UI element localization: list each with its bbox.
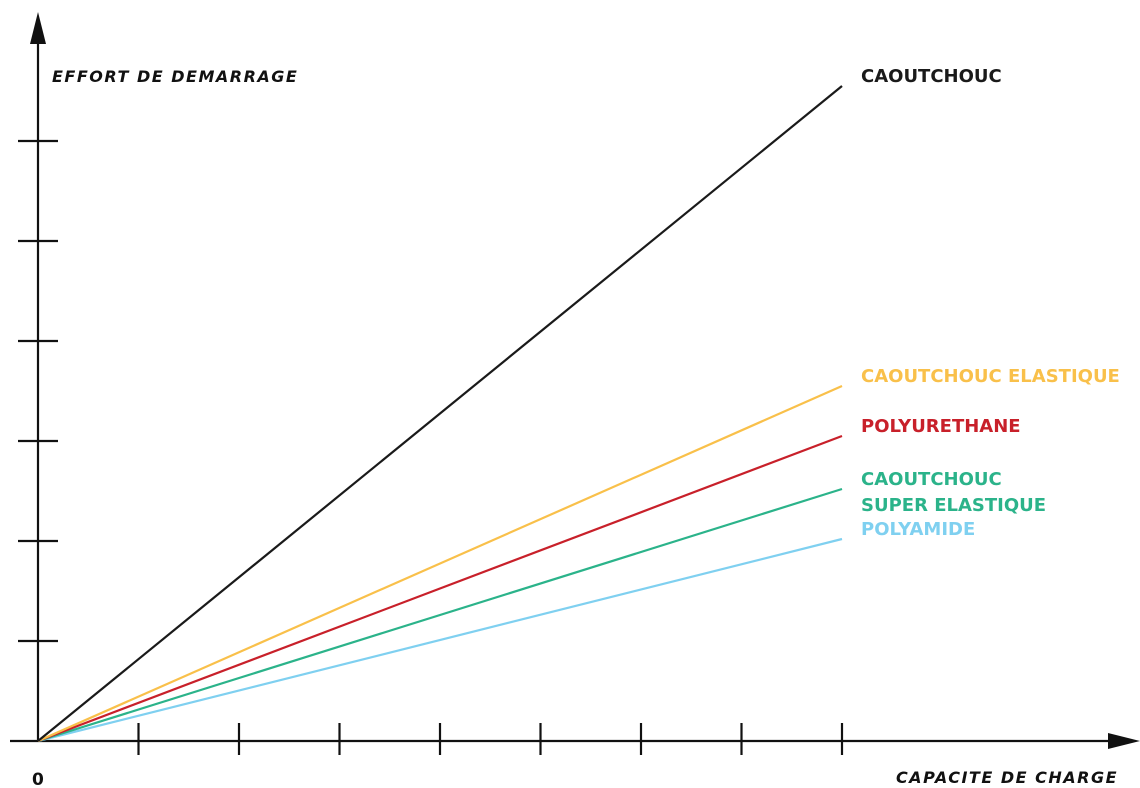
series-line — [37, 85, 843, 742]
y-axis-arrow — [30, 12, 46, 44]
x-axis-arrow — [1108, 733, 1140, 749]
series-label: POLYURETHANE — [861, 416, 1021, 437]
series-label: CAOUTCHOUC — [861, 469, 1002, 490]
origin-label: 0 — [32, 770, 44, 788]
series-lines — [37, 85, 843, 743]
series-line — [37, 434, 843, 743]
series-label: CAOUTCHOUC ELASTIQUE — [861, 366, 1120, 387]
series-labels: CAOUTCHOUC CAOUTCHOUC ELASTIQUE POLYURETHA… — [861, 66, 1120, 540]
x-axis-title: CAPACITE DE CHARGE — [896, 768, 1118, 787]
series-label: POLYAMIDE — [861, 519, 975, 540]
series-line — [37, 537, 843, 743]
y-axis-title: EFFORT DE DEMARRAGE — [52, 67, 298, 86]
axis-ticks — [18, 139, 844, 755]
series-label: CAOUTCHOUC — [861, 66, 1002, 87]
series-line — [37, 384, 843, 743]
series-label: SUPER ELASTIQUE — [861, 495, 1046, 516]
series-line — [37, 487, 843, 743]
